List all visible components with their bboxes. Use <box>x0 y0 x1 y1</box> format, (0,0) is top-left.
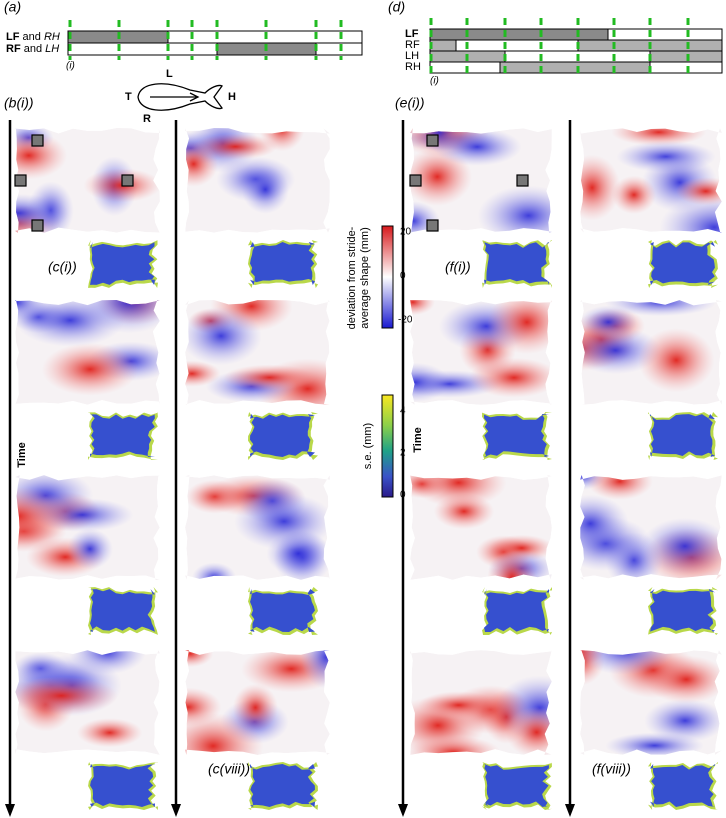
arrow-head <box>171 804 181 817</box>
panel-label: (c(viii)) <box>208 761 250 777</box>
arrow-head <box>398 804 408 817</box>
heatmap <box>410 475 552 580</box>
landmark <box>14 174 27 187</box>
colorbar <box>381 225 394 329</box>
heatmap <box>580 650 722 755</box>
se-map <box>88 762 158 810</box>
landmark <box>426 219 439 232</box>
panel-label: (a) <box>4 0 21 15</box>
se-map <box>648 587 718 635</box>
gait-diagram <box>67 20 363 60</box>
sub-label: (i) <box>66 61 75 72</box>
landmark <box>426 134 439 147</box>
arrow-head <box>565 804 575 817</box>
heatmap <box>580 128 722 233</box>
heatmap <box>410 650 552 755</box>
se-map <box>648 240 718 288</box>
panel-label: (d) <box>388 0 405 15</box>
colorbar-tick: 20 <box>400 227 412 238</box>
colorbar-label: s.e. (mm) <box>362 423 374 469</box>
colorbar <box>381 394 394 498</box>
heatmap <box>185 128 330 233</box>
panel-label: (f(viii)) <box>592 761 631 777</box>
se-map <box>248 412 318 460</box>
time-label: Time <box>16 442 28 467</box>
landmark <box>31 219 44 232</box>
fish-label: R <box>143 113 151 125</box>
landmark <box>121 174 134 187</box>
landmark <box>31 134 44 147</box>
se-map <box>648 412 718 460</box>
se-map <box>248 240 318 288</box>
fish-label: L <box>166 68 173 80</box>
colorbar-label: deviation from stride- <box>346 226 358 329</box>
row-label: LF <box>405 28 419 40</box>
landmark <box>409 174 422 187</box>
panel-label: (c(i)) <box>48 259 77 275</box>
se-map <box>248 762 318 810</box>
se-map <box>482 412 552 460</box>
row-label: RH <box>405 61 421 73</box>
heatmap <box>185 650 330 755</box>
se-map <box>482 240 552 288</box>
heatmap <box>580 475 722 580</box>
panel-label: (b(i)) <box>4 95 34 111</box>
landmark <box>516 174 529 187</box>
fish-diagram <box>137 83 223 111</box>
fish-label: T <box>125 91 132 103</box>
se-map <box>88 587 158 635</box>
arrow-head <box>5 804 15 817</box>
se-map <box>88 240 158 288</box>
colorbar-label: average shape (mm) <box>359 227 371 329</box>
gait-diagram <box>429 18 723 78</box>
row-label: LF and RH <box>6 31 60 43</box>
colorbar-tick: -20 <box>398 315 413 326</box>
panel-label: (e(i)) <box>395 95 425 111</box>
heatmap <box>15 300 160 405</box>
heatmap <box>185 300 330 405</box>
se-map <box>88 412 158 460</box>
se-map <box>648 762 718 810</box>
row-label: RF and LH <box>6 43 59 55</box>
se-map <box>482 587 552 635</box>
heatmap <box>410 128 552 233</box>
time-label: Time <box>412 427 424 452</box>
row-label: RF <box>405 39 420 51</box>
heatmap <box>15 650 160 755</box>
se-map <box>248 587 318 635</box>
heatmap <box>185 475 330 580</box>
heatmap <box>15 475 160 580</box>
row-label: LH <box>405 50 419 62</box>
heatmap <box>410 300 552 405</box>
heatmap <box>580 300 722 405</box>
se-map <box>482 762 552 810</box>
fish-label: H <box>228 91 236 103</box>
sub-label: (i) <box>430 76 439 87</box>
panel-label: (f(i)) <box>445 259 471 275</box>
